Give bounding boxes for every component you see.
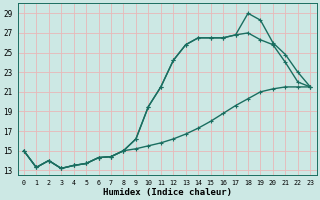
X-axis label: Humidex (Indice chaleur): Humidex (Indice chaleur) — [102, 188, 232, 197]
